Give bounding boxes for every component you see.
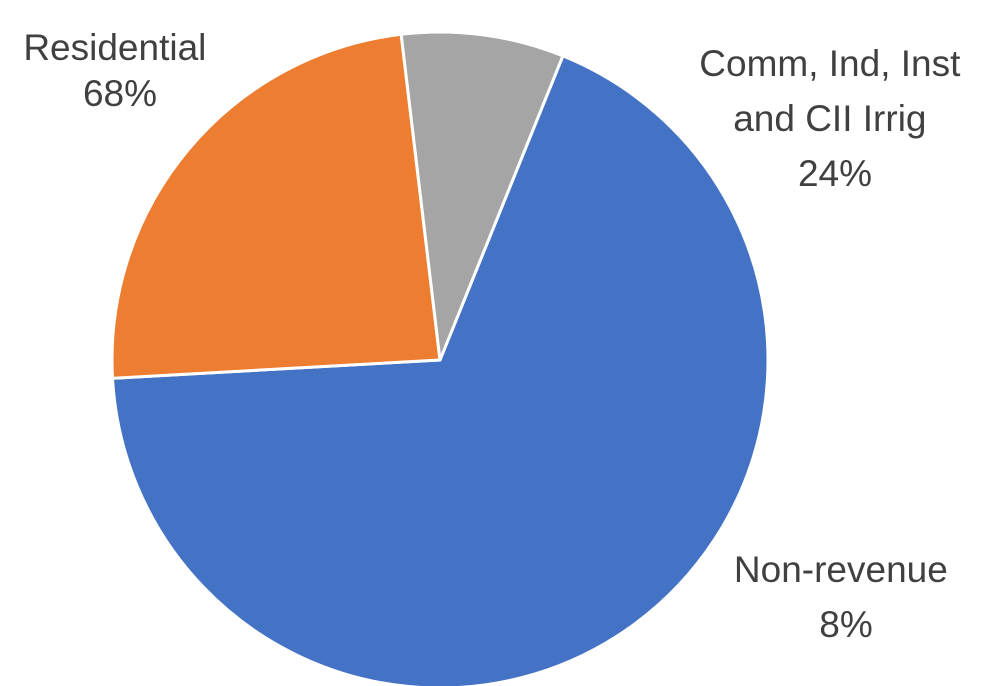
label-nonrevenue: Non-revenue 8% — [734, 549, 958, 645]
label-commercial-name-line2: and CII Irrig — [733, 98, 926, 139]
pie-slice-non-revenue — [399, 30, 565, 362]
pie-slice-residential — [111, 54, 770, 686]
label-commercial-name-line1: Comm, Ind, Inst — [699, 43, 961, 84]
label-residential: Residential 68% — [23, 27, 216, 114]
label-residential-name: Residential — [23, 27, 206, 68]
slices-group — [110, 30, 770, 686]
label-residential-value: 68% — [83, 73, 157, 114]
pie-slice-comm-ind-inst-and-cii-irrig — [110, 32, 442, 380]
label-commercial: Comm, Ind, Inst and CII Irrig 24% — [699, 43, 970, 194]
label-nonrevenue-value: 8% — [819, 604, 872, 645]
label-commercial-value: 24% — [798, 153, 872, 194]
label-nonrevenue-name: Non-revenue — [734, 549, 948, 590]
